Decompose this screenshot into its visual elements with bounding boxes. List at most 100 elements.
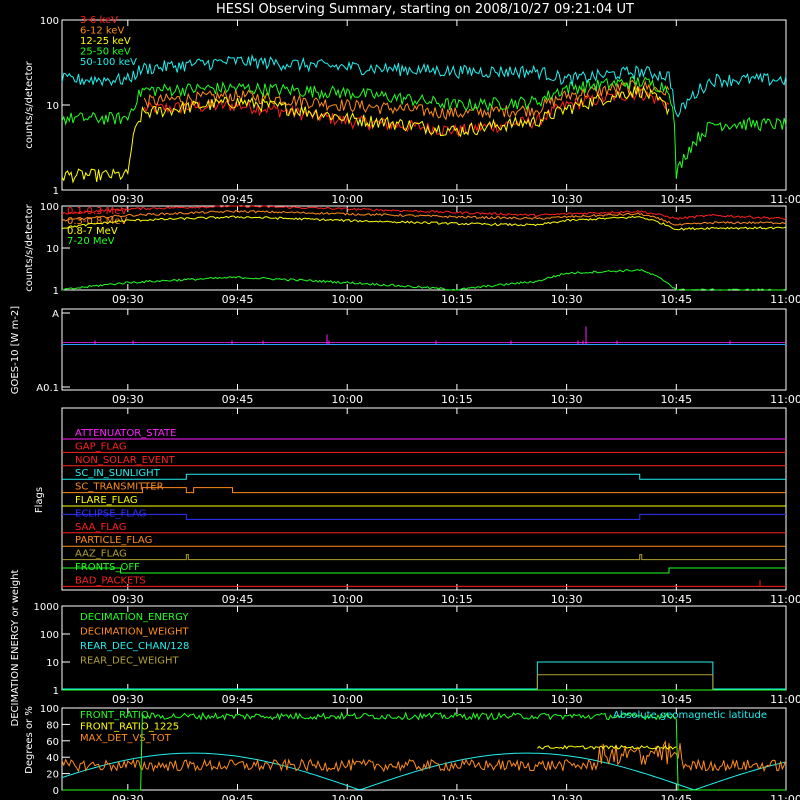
- y-tick-label: 10: [46, 658, 59, 669]
- flag-sc-in-sunlight: [62, 473, 786, 480]
- x-tick-label: 10:00: [331, 593, 363, 606]
- x-tick-label: 11:00: [770, 193, 800, 206]
- x-tick-label: 10:30: [551, 393, 583, 406]
- y-axis-label: DECIMATION ENERGY or weight: [10, 569, 21, 726]
- legend-max-det-vs-tot: MAX_DET_VS_TOT: [80, 733, 172, 744]
- x-tick-label: 09:30: [112, 193, 144, 206]
- x-tick-label: 10:30: [551, 793, 583, 800]
- legend-gap-flag: GAP_FLAG: [75, 441, 127, 452]
- x-tick-label: 10:30: [551, 193, 583, 206]
- y-tick-label: 20: [46, 770, 59, 781]
- x-tick-label: 09:30: [112, 793, 144, 800]
- y-tick-label: 100: [40, 16, 59, 27]
- series-max-det-vs-tot: [61, 740, 787, 773]
- y-axis-label: Degrees or %: [24, 706, 35, 774]
- legend-3-6-kev: 3-6 keV: [80, 15, 118, 26]
- y-tick-label: A0.1: [36, 383, 59, 394]
- y-tick-label: 60: [46, 737, 59, 748]
- x-tick-label: 10:00: [331, 393, 363, 406]
- y-tick-label: A: [52, 309, 59, 320]
- panel-5: 09:30 09:45 10:00 10:15 10:30 10:45 11:00 DECIM…: [10, 569, 800, 726]
- x-tick-label: 10:00: [331, 793, 363, 800]
- panel-frame: [61, 308, 787, 391]
- x-tick-label: 09:30: [112, 393, 144, 406]
- x-tick-label: 10:15: [441, 593, 473, 606]
- y-tick-label: 40: [46, 753, 59, 764]
- figure-title: HESSI Observing Summary, starting on 200…: [216, 2, 634, 17]
- y-axis-label: counts/s/detector: [24, 203, 35, 291]
- x-tick-label: 10:45: [660, 793, 692, 800]
- y-tick-label: 0: [53, 786, 59, 797]
- x-tick-label: 10:45: [660, 693, 692, 706]
- series-rear-dec-chan: [62, 661, 786, 690]
- x-tick-label: 09:30: [112, 593, 144, 606]
- series-25-50-kev: [61, 76, 787, 179]
- y-tick-label: 1: [53, 186, 59, 197]
- y-tick-label: 10: [46, 101, 59, 112]
- panel-1: 09:30 09:45 10:00 10:15 10:30 10:45 11:00 count…: [24, 15, 800, 206]
- series-0-1-0-3-mev: [61, 205, 787, 221]
- series-0-3-0-8-mev: [61, 209, 787, 226]
- y-tick-label: 1000: [34, 602, 59, 613]
- x-tick-label: 10:15: [441, 193, 473, 206]
- x-tick-label: 10:30: [551, 293, 583, 306]
- x-tick-label: 10:15: [441, 693, 473, 706]
- legend-particle-flag: PARTICLE_FLAG: [75, 535, 152, 546]
- legend-non-solar-event: NON_SOLAR_EVENT: [75, 455, 176, 466]
- x-tick-label: 09:45: [222, 293, 254, 306]
- series-front-ratio: [62, 711, 786, 791]
- x-tick-label: 10:15: [441, 293, 473, 306]
- panel-2: 09:30 09:45 10:00 10:15 10:30 10:45 11:00 count…: [24, 202, 800, 306]
- x-tick-label: 10:45: [660, 593, 692, 606]
- x-tick-label: 11:00: [770, 693, 800, 706]
- legend-25-50-kev: 25-50 keV: [80, 47, 131, 58]
- x-tick-label: 09:45: [222, 793, 254, 800]
- x-tick-label: 09:45: [222, 193, 254, 206]
- x-tick-label: 10:00: [331, 193, 363, 206]
- x-tick-label: 09:45: [222, 693, 254, 706]
- legend-sc-transmitter: SC_TRANSMITTER: [75, 482, 164, 493]
- x-tick-label: 09:45: [222, 393, 254, 406]
- y-tick-label: 1: [53, 286, 59, 297]
- series-rear-dec-weight: [536, 674, 714, 690]
- x-tick-label: 10:15: [441, 393, 473, 406]
- flag-sc-transmitter: [62, 487, 786, 494]
- y-tick-label: 1: [53, 686, 59, 697]
- series-0-8-7-mev: [61, 215, 787, 231]
- legend-flare-flag: FLARE_FLAG: [75, 495, 138, 506]
- y-tick-label: 100: [40, 630, 59, 641]
- y-axis-label: GOES-10 [W m-2]: [10, 306, 21, 394]
- series-12-25-kev: [61, 85, 670, 184]
- y-tick-label: 80: [46, 720, 59, 731]
- panel-4: 09:30 09:45 10:00 10:15 10:30 10:45 11:00 Flags…: [34, 407, 800, 606]
- legend-saa-flag: SAA_FLAG: [75, 522, 126, 533]
- legend-front-ratio: FRONT_RATIO: [80, 710, 149, 721]
- legend-rear-dec-chan-128: REAR_DEC_CHAN/128: [80, 641, 189, 652]
- x-tick-label: 11:00: [770, 593, 800, 606]
- x-tick-label: 10:30: [551, 593, 583, 606]
- legend-0-8-7-mev: 0.8-7 MeV: [67, 226, 118, 237]
- series-6-12-kev: [143, 79, 670, 121]
- y-tick-label: 100: [40, 202, 59, 213]
- legend-attenuator-state: ATTENUATOR_STATE: [75, 428, 176, 439]
- y-tick-label: 100: [40, 704, 59, 715]
- panel-frame: [61, 707, 787, 791]
- x-tick-label: 09:45: [222, 593, 254, 606]
- legend-bad-packets: BAD_PACKETS: [75, 575, 146, 586]
- legend-6-12-kev: 6-12 keV: [80, 26, 124, 37]
- legend-7-20-mev: 7-20 MeV: [67, 236, 115, 247]
- legend-sc-in-sunlight: SC_IN_SUNLIGHT: [75, 468, 161, 479]
- x-tick-label: 10:30: [551, 693, 583, 706]
- series-geomagnetic-latitude: [61, 752, 787, 791]
- x-tick-label: 10:15: [441, 793, 473, 800]
- x-tick-label: 10:00: [331, 693, 363, 706]
- flag-bad-packets: [62, 580, 786, 587]
- legend-decimation-weight: DECIMATION_WEIGHT: [80, 627, 189, 638]
- x-tick-label: 11:00: [770, 293, 800, 306]
- x-tick-label: 10:00: [331, 293, 363, 306]
- x-tick-label: 10:45: [660, 193, 692, 206]
- y-axis-label: counts/s/detector: [24, 60, 35, 148]
- x-tick-label: 10:45: [660, 293, 692, 306]
- series-front-ratio-1225: [537, 744, 677, 750]
